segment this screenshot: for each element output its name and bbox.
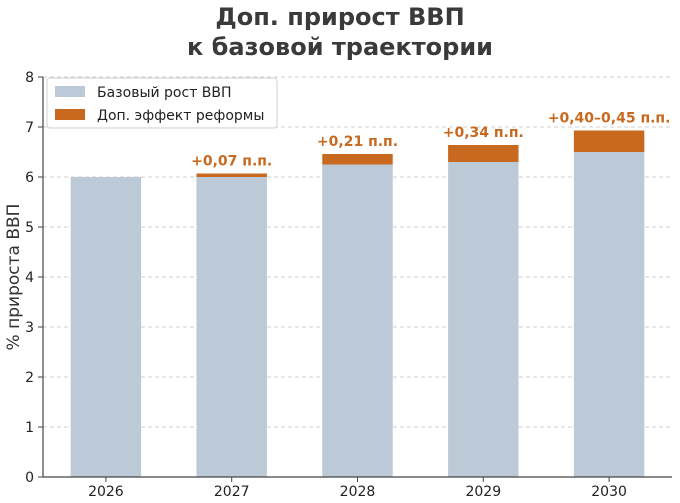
data-label: +0,21 п.п. — [317, 134, 398, 150]
bar-base — [196, 177, 267, 477]
chart-title: Доп. прирост ВВП к базовой траектории — [0, 2, 680, 62]
y-tick-label: 7 — [25, 120, 34, 136]
x-tick-label: 2027 — [214, 484, 250, 500]
y-tick-label: 1 — [25, 420, 34, 436]
legend-label-reform: Доп. эффект реформы — [97, 108, 264, 124]
bar-reform — [448, 145, 519, 162]
x-tick-label: 2026 — [88, 484, 124, 500]
bar-reform — [322, 154, 393, 165]
x-tick-label: 2030 — [591, 484, 627, 500]
legend-swatch-reform — [55, 109, 85, 120]
bar-reform — [573, 130, 645, 152]
y-tick-label: 2 — [25, 370, 34, 386]
y-tick-label: 3 — [25, 320, 34, 336]
x-tick-label: 2028 — [340, 484, 376, 500]
y-tick-label: 4 — [25, 270, 34, 286]
data-label: +0,40–0,45 п.п. — [548, 111, 671, 127]
data-label: +0,07 п.п. — [191, 154, 272, 170]
x-tick-labels: 2026 2027 2028 2029 2030 — [88, 484, 627, 500]
y-tick-label: 8 — [25, 70, 34, 86]
y-tick-label: 6 — [25, 170, 34, 186]
legend-label-base: Базовый рост ВВП — [97, 85, 232, 101]
bar-base — [70, 177, 142, 477]
data-label: +0,34 п.п. — [443, 125, 524, 141]
legend: Базовый рост ВВП Доп. эффект реформы — [46, 77, 278, 129]
x-tick-label: 2029 — [465, 484, 501, 500]
data-labels: +0,07 п.п. +0,21 п.п. +0,34 п.п. +0,40–0,45… — [191, 111, 670, 170]
bar-base — [322, 164, 393, 477]
legend-box — [46, 77, 278, 129]
bar-reform — [196, 173, 267, 177]
y-tick-label: 5 — [25, 220, 34, 236]
bar-base — [448, 162, 519, 477]
y-axis-label: % прироста ВВП — [4, 204, 24, 351]
axes — [38, 76, 672, 482]
bars — [70, 130, 645, 477]
chart-title-line-1: Доп. прирост ВВП — [215, 3, 465, 31]
bar-base — [573, 152, 645, 477]
y-tick-labels: 0 1 2 3 4 5 6 7 8 — [25, 70, 34, 486]
legend-swatch-base — [55, 86, 85, 97]
chart-title-line-2: к базовой траектории — [187, 33, 493, 61]
y-tick-label: 0 — [25, 470, 34, 486]
